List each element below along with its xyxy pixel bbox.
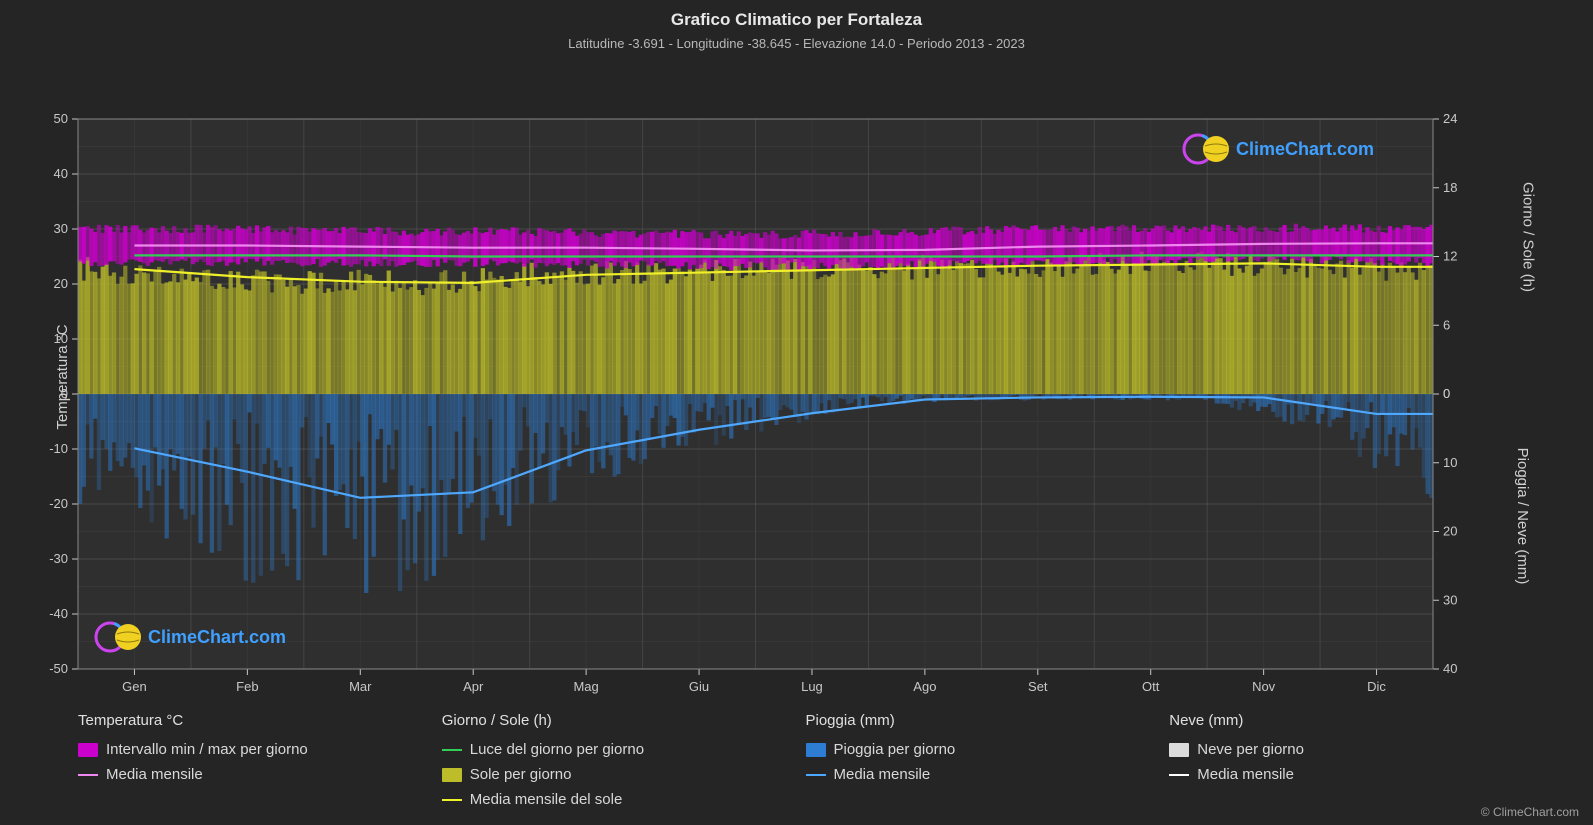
svg-text:20: 20: [54, 276, 68, 291]
chart-title: Grafico Climatico per Fortaleza: [0, 0, 1593, 30]
svg-text:ClimeChart.com: ClimeChart.com: [1236, 139, 1374, 159]
legend-label: Sole per giorno: [470, 766, 572, 783]
svg-text:Giu: Giu: [689, 679, 709, 694]
svg-text:Gen: Gen: [122, 679, 147, 694]
legend-column: Pioggia (mm) Pioggia per giorno Media mens…: [806, 712, 1160, 816]
legend-column: Neve (mm) Neve per giorno Media mensile: [1169, 712, 1523, 816]
legend-swatch: [442, 749, 462, 751]
legend-item: Pioggia per giorno: [806, 741, 1160, 758]
legend-label: Media mensile: [1197, 766, 1294, 783]
svg-text:30: 30: [54, 221, 68, 236]
legend-column: Temperatura °C Intervallo min / max per g…: [78, 712, 432, 816]
svg-text:40: 40: [54, 166, 68, 181]
svg-text:Apr: Apr: [463, 679, 484, 694]
chart-legend: Temperatura °C Intervallo min / max per g…: [0, 694, 1593, 816]
svg-text:Lug: Lug: [801, 679, 823, 694]
legend-label: Media mensile: [106, 766, 203, 783]
svg-text:20: 20: [1443, 524, 1457, 539]
legend-item: Sole per giorno: [442, 766, 796, 783]
legend-item: Media mensile: [78, 766, 432, 783]
legend-item: Media mensile: [1169, 766, 1523, 783]
legend-label: Media mensile: [834, 766, 931, 783]
legend-swatch: [1169, 743, 1189, 757]
svg-text:Set: Set: [1028, 679, 1048, 694]
chart-subtitle: Latitudine -3.691 - Longitudine -38.645 …: [0, 30, 1593, 51]
legend-heading: Temperatura °C: [78, 712, 432, 729]
y-right-top-axis-label: Giorno / Sole (h): [1519, 182, 1536, 292]
svg-text:-10: -10: [49, 441, 68, 456]
legend-item: Intervallo min / max per giorno: [78, 741, 432, 758]
copyright-text: © ClimeChart.com: [1481, 805, 1579, 819]
svg-text:50: 50: [54, 111, 68, 126]
legend-label: Pioggia per giorno: [834, 741, 956, 758]
svg-text:Dic: Dic: [1367, 679, 1386, 694]
legend-swatch: [442, 768, 462, 782]
legend-swatch: [806, 743, 826, 757]
y-right-bottom-axis-label: Pioggia / Neve (mm): [1514, 448, 1531, 585]
legend-heading: Pioggia (mm): [806, 712, 1160, 729]
svg-text:Feb: Feb: [236, 679, 258, 694]
svg-text:Nov: Nov: [1252, 679, 1276, 694]
legend-label: Media mensile del sole: [470, 791, 623, 808]
legend-heading: Giorno / Sole (h): [442, 712, 796, 729]
svg-text:Ago: Ago: [913, 679, 936, 694]
legend-swatch: [806, 774, 826, 776]
plot-container: Temperatura °C Giorno / Sole (h) Pioggia…: [0, 59, 1593, 694]
legend-swatch: [78, 743, 98, 757]
svg-text:Mar: Mar: [349, 679, 372, 694]
svg-text:ClimeChart.com: ClimeChart.com: [148, 627, 286, 647]
legend-label: Intervallo min / max per giorno: [106, 741, 308, 758]
legend-label: Luce del giorno per giorno: [470, 741, 644, 758]
svg-text:-40: -40: [49, 606, 68, 621]
svg-text:-20: -20: [49, 496, 68, 511]
svg-text:18: 18: [1443, 180, 1457, 195]
legend-item: Luce del giorno per giorno: [442, 741, 796, 758]
legend-column: Giorno / Sole (h) Luce del giorno per gio…: [442, 712, 796, 816]
legend-label: Neve per giorno: [1197, 741, 1304, 758]
svg-text:24: 24: [1443, 111, 1457, 126]
legend-swatch: [1169, 774, 1189, 776]
svg-text:12: 12: [1443, 249, 1457, 264]
svg-text:Ott: Ott: [1142, 679, 1160, 694]
y-left-axis-label: Temperatura °C: [54, 324, 71, 429]
svg-text:-30: -30: [49, 551, 68, 566]
svg-text:-50: -50: [49, 661, 68, 676]
legend-swatch: [442, 799, 462, 801]
svg-text:6: 6: [1443, 317, 1450, 332]
legend-item: Media mensile: [806, 766, 1160, 783]
legend-item: Neve per giorno: [1169, 741, 1523, 758]
svg-text:Mag: Mag: [573, 679, 598, 694]
svg-text:0: 0: [1443, 386, 1450, 401]
climate-chart-svg: -50-40-30-20-100102030405006121824010203…: [0, 59, 1593, 694]
svg-text:40: 40: [1443, 661, 1457, 676]
svg-text:10: 10: [1443, 455, 1457, 470]
legend-heading: Neve (mm): [1169, 712, 1523, 729]
legend-item: Media mensile del sole: [442, 791, 796, 808]
legend-swatch: [78, 774, 98, 776]
svg-text:30: 30: [1443, 592, 1457, 607]
